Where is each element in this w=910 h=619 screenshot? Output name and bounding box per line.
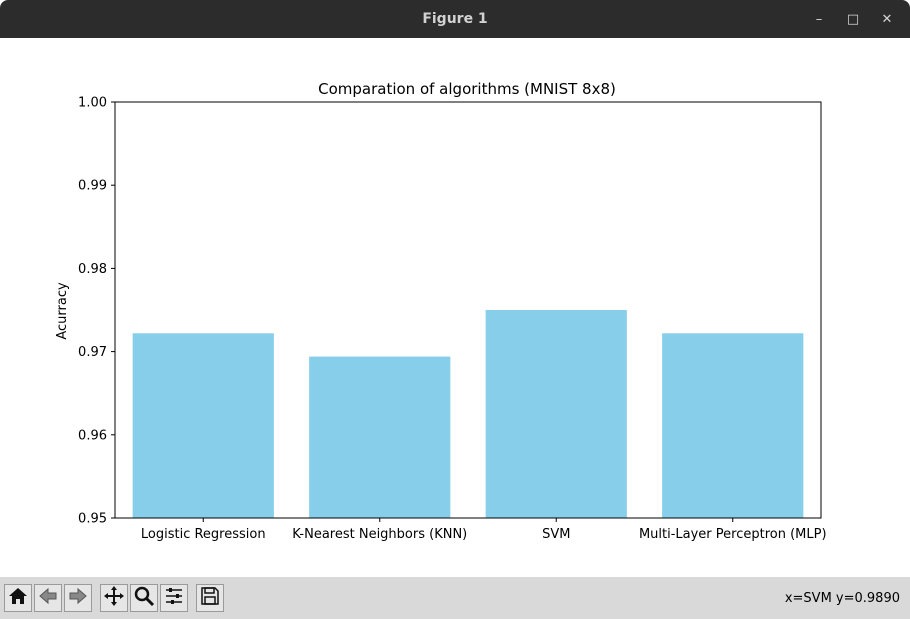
save-button[interactable] — [196, 584, 224, 612]
forward-button[interactable] — [64, 584, 92, 612]
chart-title: Comparation of algorithms (MNIST 8x8) — [318, 80, 616, 98]
bar-3 — [662, 333, 804, 518]
configure-subplots-button[interactable] — [160, 584, 188, 612]
maximize-button[interactable]: □ — [846, 11, 860, 27]
figure-canvas[interactable]: Comparation of algorithms (MNIST 8x8) Ac… — [0, 38, 910, 577]
y-tick-label: 0.98 — [78, 262, 107, 277]
x-ticks-group: Logistic Regression K-Nearest Neighbors (… — [141, 518, 827, 542]
pan-button[interactable] — [100, 584, 128, 612]
pan-icon — [103, 585, 125, 611]
configure-subplots-icon — [163, 585, 185, 611]
x-tick-label: K-Nearest Neighbors (KNN) — [292, 527, 467, 542]
bars-group — [132, 310, 804, 518]
minimize-button[interactable]: – — [815, 11, 823, 27]
back-icon — [37, 585, 59, 611]
window-title: Figure 1 — [422, 11, 488, 27]
bar-0 — [132, 333, 274, 518]
x-tick-label: Logistic Regression — [141, 527, 266, 542]
zoom-button[interactable] — [130, 584, 158, 612]
home-icon — [7, 585, 29, 611]
navigation-toolbar: x=SVM y=0.9890 — [0, 577, 910, 619]
x-tick-label: Multi-Layer Perceptron (MLP) — [639, 527, 827, 542]
save-icon — [199, 585, 221, 611]
y-tick-label: 0.97 — [78, 345, 107, 360]
x-tick-label: SVM — [542, 527, 570, 542]
y-tick-label: 0.96 — [78, 428, 107, 443]
y-axis-label: Acurracy — [55, 282, 70, 340]
bar-1 — [309, 356, 451, 518]
y-tick-label: 0.95 — [78, 512, 107, 527]
y-tick-label: 1.00 — [78, 96, 107, 111]
plot-frame — [114, 101, 822, 519]
bar-chart: Comparation of algorithms (MNIST 8x8) Ac… — [55, 80, 827, 542]
zoom-icon — [133, 585, 155, 611]
y-ticks-group: 0.95 0.96 0.97 0.98 0.99 1.00 — [78, 96, 115, 527]
y-tick-label: 0.99 — [78, 179, 107, 194]
window-controls: – □ ✕ — [802, 0, 904, 38]
bar-2 — [485, 310, 627, 518]
cursor-coordinates: x=SVM y=0.9890 — [784, 590, 900, 606]
home-button[interactable] — [4, 584, 32, 612]
window-titlebar: Figure 1 – □ ✕ — [0, 0, 910, 38]
forward-icon — [67, 585, 89, 611]
back-button[interactable] — [34, 584, 62, 612]
close-button[interactable]: ✕ — [881, 11, 893, 27]
